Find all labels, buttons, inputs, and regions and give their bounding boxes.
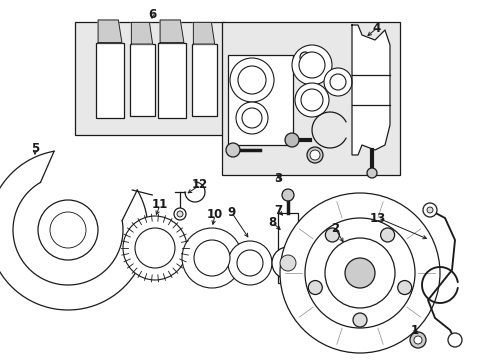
- Circle shape: [282, 189, 293, 201]
- Text: 4: 4: [372, 22, 380, 35]
- Bar: [278, 213, 297, 283]
- Circle shape: [306, 147, 323, 163]
- Circle shape: [294, 83, 328, 117]
- Circle shape: [229, 58, 273, 102]
- Circle shape: [325, 238, 394, 308]
- Circle shape: [422, 203, 436, 217]
- Bar: [222, 22, 399, 175]
- Bar: [158, 42, 185, 117]
- Text: 10: 10: [206, 208, 223, 221]
- Bar: [75, 22, 224, 135]
- Circle shape: [225, 143, 240, 157]
- Bar: [96, 42, 124, 117]
- Circle shape: [307, 280, 322, 294]
- Circle shape: [280, 255, 295, 271]
- Circle shape: [298, 52, 325, 78]
- Circle shape: [237, 250, 263, 276]
- Circle shape: [135, 228, 175, 268]
- Text: 7: 7: [273, 203, 282, 216]
- Circle shape: [397, 280, 411, 294]
- Text: 5: 5: [31, 141, 39, 154]
- Circle shape: [305, 218, 414, 328]
- Text: 9: 9: [227, 207, 236, 220]
- Polygon shape: [98, 20, 122, 42]
- Text: 11: 11: [152, 198, 168, 211]
- Circle shape: [426, 207, 432, 213]
- Text: 13: 13: [369, 211, 386, 225]
- Bar: [227, 55, 292, 145]
- Circle shape: [345, 258, 374, 288]
- Circle shape: [238, 66, 265, 94]
- Circle shape: [182, 228, 242, 288]
- Circle shape: [174, 208, 185, 220]
- Circle shape: [242, 108, 262, 128]
- Circle shape: [366, 168, 376, 178]
- Circle shape: [447, 333, 461, 347]
- Circle shape: [50, 212, 86, 248]
- Circle shape: [413, 336, 421, 344]
- Circle shape: [285, 133, 298, 147]
- Circle shape: [380, 228, 394, 242]
- Circle shape: [329, 74, 346, 90]
- Circle shape: [236, 102, 267, 134]
- Polygon shape: [351, 25, 389, 155]
- Text: 12: 12: [191, 179, 208, 192]
- Circle shape: [325, 228, 339, 242]
- Circle shape: [227, 241, 271, 285]
- Text: 1: 1: [410, 324, 418, 337]
- Circle shape: [123, 216, 186, 280]
- Circle shape: [409, 332, 425, 348]
- Text: 6: 6: [147, 8, 156, 21]
- Circle shape: [271, 247, 304, 279]
- Text: 3: 3: [273, 171, 282, 184]
- Bar: [191, 44, 216, 116]
- Circle shape: [301, 89, 323, 111]
- Bar: [129, 44, 154, 116]
- Circle shape: [280, 193, 439, 353]
- Circle shape: [38, 200, 98, 260]
- Circle shape: [299, 52, 309, 62]
- Circle shape: [352, 313, 366, 327]
- Polygon shape: [131, 22, 152, 44]
- Text: 2: 2: [330, 221, 338, 234]
- Polygon shape: [193, 22, 214, 44]
- Circle shape: [309, 150, 319, 160]
- Polygon shape: [160, 20, 183, 42]
- Circle shape: [194, 240, 229, 276]
- Circle shape: [177, 211, 183, 217]
- Circle shape: [324, 68, 351, 96]
- Text: 8: 8: [267, 216, 276, 229]
- Circle shape: [291, 45, 331, 85]
